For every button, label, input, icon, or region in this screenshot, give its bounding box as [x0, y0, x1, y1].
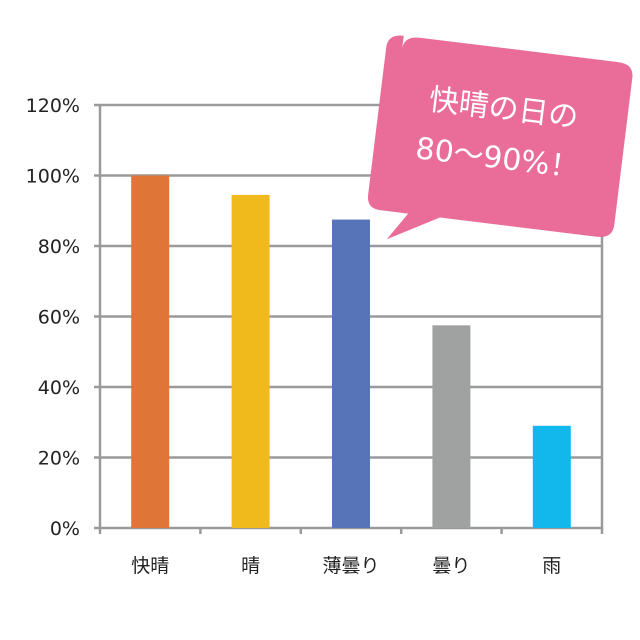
x-axis-categories: 快晴 晴 薄曇り 曇り 雨 [131, 555, 561, 577]
x-category-label: 薄曇り [322, 555, 379, 577]
bars [131, 175, 571, 528]
y-tick-label: 80% [38, 236, 80, 258]
bar-3 [432, 325, 471, 528]
bar-4 [532, 425, 571, 528]
speech-bubble-shape [367, 35, 633, 240]
callout-bubble: 快晴の日の 80～90%！ [367, 35, 633, 240]
y-tick-label: 100% [26, 166, 80, 188]
y-tick-label: 40% [38, 377, 80, 399]
bar-1 [231, 194, 270, 528]
bar-0 [131, 175, 170, 528]
x-category-label: 曇り [432, 555, 470, 577]
y-axis-ticks: 0% 20% 40% 60% 80% 100% 120% [26, 95, 80, 540]
y-tick-label: 0% [50, 518, 80, 540]
y-tick-label: 120% [26, 95, 80, 117]
x-category-label: 晴 [241, 555, 260, 577]
bar-2 [332, 219, 370, 528]
y-tick-label: 60% [38, 307, 80, 329]
x-category-label: 快晴 [131, 555, 169, 577]
x-category-label: 雨 [542, 555, 561, 577]
y-tick-label: 20% [38, 448, 80, 470]
